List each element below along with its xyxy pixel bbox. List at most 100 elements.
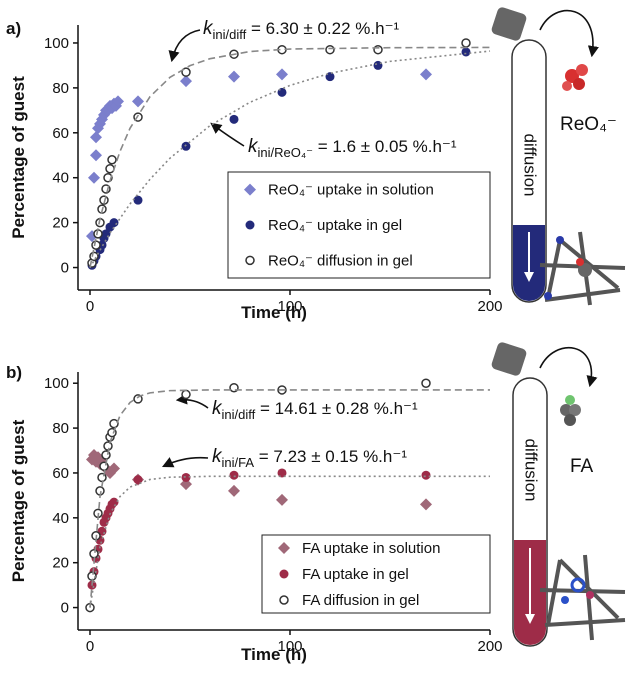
annotation-subscript: ini/diff <box>222 407 256 422</box>
y-tick-label: 20 <box>52 555 69 572</box>
legend-marker <box>279 595 289 605</box>
data-point <box>229 470 239 480</box>
legend-label: ReO₄⁻ uptake in solution <box>268 182 434 199</box>
x-tick-label: 100 <box>277 298 302 315</box>
data-point <box>420 68 432 81</box>
annotation: kini/diff = 14.61 ± 0.28 %.h⁻¹ <box>212 398 418 422</box>
annotation: kini/FA = 7.23 ± 0.15 %.h⁻¹ <box>212 446 407 470</box>
tube-label: diffusion <box>522 438 541 501</box>
data-point <box>421 378 431 388</box>
data-point <box>112 95 124 108</box>
legend-label: FA uptake in gel <box>302 566 409 583</box>
fit-line <box>89 46 491 268</box>
data-point <box>133 475 143 485</box>
y-tick-label: 20 <box>52 215 69 232</box>
y-tick-label: 40 <box>52 510 69 527</box>
data-point <box>88 171 100 184</box>
data-point <box>89 548 99 559</box>
data-point <box>181 389 191 400</box>
data-point <box>373 60 383 70</box>
panel-label: b) <box>6 363 22 382</box>
diagram-a <box>491 7 626 306</box>
annotation-subscript: ini/diff <box>213 27 247 42</box>
data-point <box>276 68 288 81</box>
legend-label: FA uptake in solution <box>302 540 440 557</box>
legend-box <box>261 534 491 614</box>
x-axis-label: Time (h) <box>241 303 307 322</box>
data-point <box>109 497 119 507</box>
y-tick-label: 100 <box>44 35 69 52</box>
y-tick-label: 0 <box>61 600 69 617</box>
data-point <box>181 472 191 482</box>
data-point <box>325 44 335 55</box>
annotation-symbol: k <box>212 398 223 419</box>
data-point <box>105 163 115 174</box>
annotation-text: = 6.30 ± 0.22 %.h⁻¹ <box>246 19 399 38</box>
y-axis-label: Percentage of guest <box>9 419 28 582</box>
annotation-subscript: ini/ReO₄⁻ <box>258 145 314 160</box>
legend-label: ReO₄⁻ diffusion in gel <box>268 252 413 269</box>
data-point <box>180 478 192 491</box>
y-tick-label: 80 <box>52 80 69 97</box>
data-point <box>277 468 287 478</box>
x-tick-label: 100 <box>277 638 302 655</box>
y-axis-label: Percentage of guest <box>9 76 28 239</box>
legend-marker <box>244 183 256 196</box>
data-point <box>89 251 99 262</box>
x-tick-label: 0 <box>86 638 94 655</box>
y-tick-label: 60 <box>52 465 69 482</box>
legend-box <box>227 171 491 279</box>
data-point <box>109 218 119 228</box>
y-tick-label: 40 <box>52 170 69 187</box>
annotation-symbol: k <box>248 136 259 157</box>
data-point <box>229 114 239 124</box>
data-point <box>133 195 143 205</box>
x-tick-label: 200 <box>477 298 502 315</box>
tube-label: diffusion <box>521 133 540 196</box>
legend-label: FA diffusion in gel <box>302 592 419 609</box>
data-point <box>421 470 431 480</box>
annotation-arrow <box>168 29 201 63</box>
data-point <box>228 484 240 497</box>
diagram-b <box>491 342 626 647</box>
data-point <box>90 131 102 144</box>
data-point <box>228 70 240 83</box>
fit-line <box>89 475 490 608</box>
data-point <box>108 462 120 475</box>
data-point <box>461 47 471 57</box>
annotation: kini/diff = 6.30 ± 0.22 %.h⁻¹ <box>203 18 400 42</box>
data-point <box>277 87 287 97</box>
data-point <box>90 149 102 162</box>
data-point <box>461 38 471 48</box>
annotation-arrow <box>210 122 245 147</box>
annotation-text: = 7.23 ± 0.15 %.h⁻¹ <box>254 447 407 466</box>
legend-marker <box>245 255 255 266</box>
data-point <box>181 141 191 151</box>
y-tick-label: 60 <box>52 125 69 142</box>
legend-marker <box>278 542 290 554</box>
annotation-text: = 14.61 ± 0.28 %.h⁻¹ <box>255 399 418 418</box>
legend-marker <box>279 569 289 579</box>
data-point <box>91 240 101 250</box>
panel-label: a) <box>6 19 21 38</box>
data-point <box>181 67 191 77</box>
data-point <box>373 44 383 55</box>
fit-line <box>89 389 490 608</box>
data-point <box>107 154 117 165</box>
x-axis-label: Time (h) <box>241 645 307 664</box>
data-point <box>276 493 288 506</box>
annotation-arrow <box>175 393 209 409</box>
data-point <box>420 498 432 511</box>
legend-marker <box>245 220 255 230</box>
annotation-text: = 1.6 ± 0.05 %.h⁻¹ <box>313 137 457 156</box>
data-point <box>132 95 144 108</box>
y-tick-label: 80 <box>52 420 69 437</box>
annotation: kini/ReO₄⁻ = 1.6 ± 0.05 %.h⁻¹ <box>248 136 457 160</box>
legend-label: ReO₄⁻ uptake in gel <box>268 217 402 234</box>
x-tick-label: 200 <box>477 638 502 655</box>
y-tick-label: 100 <box>44 375 69 392</box>
data-point <box>109 418 119 429</box>
annotation-symbol: k <box>212 446 223 467</box>
data-point <box>180 75 192 88</box>
